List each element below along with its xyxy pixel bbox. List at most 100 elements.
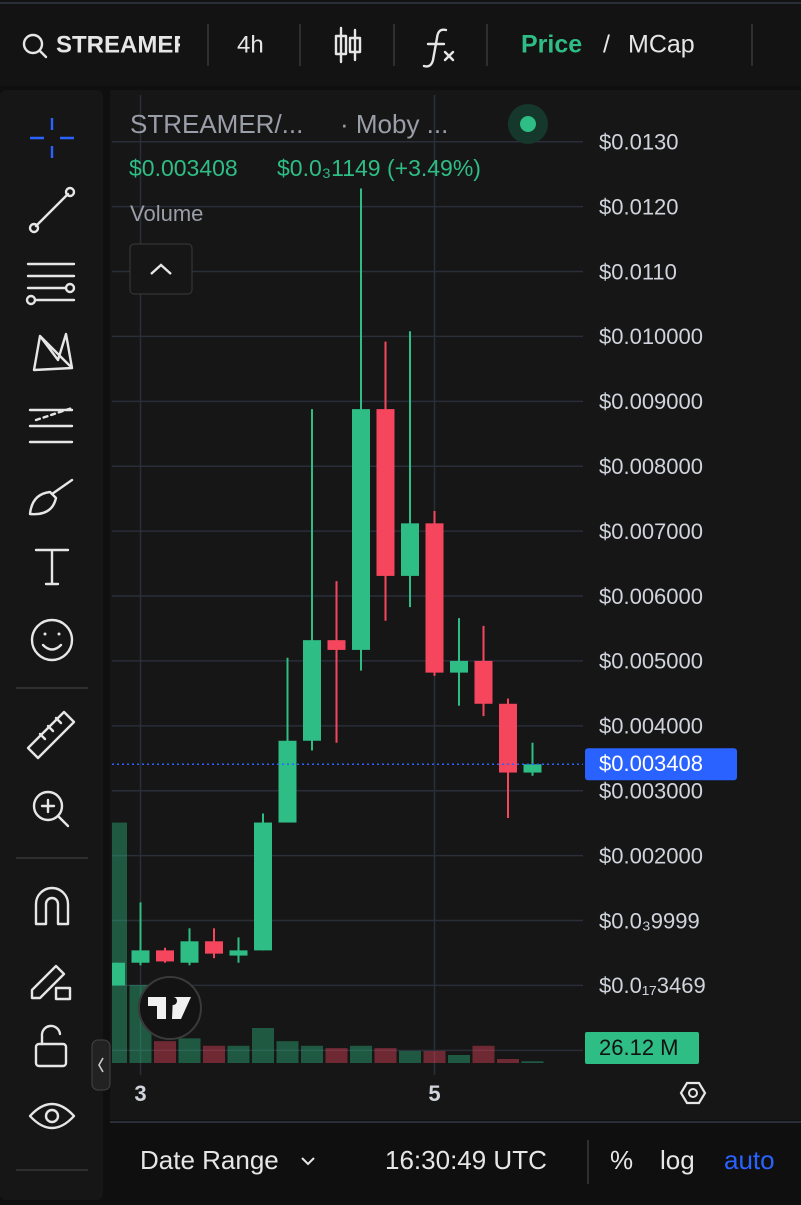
icon-dot [64,186,76,198]
candle-body [229,950,248,956]
icon-dot [25,294,37,306]
icon-smile [41,643,63,651]
tv-logo-mark [148,997,191,1019]
search-icon [22,33,44,55]
candle-body [499,703,517,773]
x-tick-label: 3 [134,1081,146,1106]
status-dot [520,116,536,132]
candle-body [474,660,493,704]
visibility-tool[interactable] [28,1102,76,1130]
collapse-legend-icon [150,263,172,275]
projection-tool[interactable] [28,406,74,444]
interval[interactable]: 4h [237,31,264,58]
text-tool[interactable] [34,548,70,586]
settings-button[interactable] [679,1081,707,1105]
settings-icon [688,1088,698,1098]
y-tick-label: $0.0₁₇3469 [599,973,706,998]
volume-bar [374,1048,397,1063]
lock-tool[interactable] [34,1024,68,1068]
y-tick-label: $0.007000 [599,519,703,544]
y-tick-label: $0.0₃9999 [599,908,700,933]
candle-body [450,660,468,673]
candle-body [112,962,125,986]
y-tick-label: $0.004000 [599,714,703,739]
legend-last: $0.003408 [129,155,238,181]
tv-logo[interactable] [138,976,202,1040]
auto-toggle[interactable]: auto [724,1145,775,1175]
icon-eye [43,632,47,636]
candle-body [278,740,297,823]
indicators-button[interactable] [422,28,455,68]
trend-line-tool[interactable] [28,186,76,234]
pattern-tool[interactable] [32,332,74,372]
icon-lock [54,986,72,1001]
volume-bar [497,1058,519,1063]
icon-rect [334,34,348,56]
volume-bar [325,1048,348,1063]
icon-lines [28,408,74,444]
volume-bar [178,1038,201,1063]
y-tick-label: $0.003000 [599,779,703,804]
zoom-tool[interactable] [32,790,70,828]
candle-body [352,409,370,650]
date-range[interactable]: Date Range [140,1145,279,1175]
fx-icon [443,50,455,62]
percent-toggle[interactable]: % [610,1145,633,1175]
icon-pattern [32,332,74,372]
volume-bar [399,1050,421,1063]
candle-body [180,941,199,963]
crosshair-icon [30,118,74,158]
collapse-arrow [98,1057,104,1073]
icon-rect [348,36,362,54]
volume-bar [301,1045,323,1063]
left-toolbar [0,90,103,1200]
volume-bar [154,1041,176,1063]
mcap-toggle[interactable]: MCap [628,31,695,59]
icon-ruler [26,710,76,760]
candle-body [156,950,174,962]
measure-tool[interactable] [26,710,76,760]
volume-bar [521,1061,544,1063]
fx-icon [422,28,448,68]
legend-change: $0.0₃1149 (+3.49%) [277,155,481,181]
crosshair-tool[interactable] [30,118,74,158]
y-tick-label: $0.0120 [599,194,679,219]
fib-tool[interactable] [25,262,76,306]
last-price-label: $0.003408 [599,751,703,776]
search-icon-handle [38,49,48,59]
clock: 16:30:49 UTC [385,1145,547,1175]
y-tick-label: $0.008000 [599,454,703,479]
icon-lock-shackle [40,1024,62,1046]
legend-exchange: · Moby ... [340,109,448,139]
volume-tag [585,1032,699,1065]
icon-lens [32,790,64,822]
lock-drawing-tool[interactable] [30,964,72,1001]
symbol: STREAMER [56,31,191,58]
volume-tag-label: 26.12 M [599,1035,679,1060]
candle-body [254,822,272,951]
y-tick-label: $0.006000 [599,584,703,609]
separator: / [603,31,610,59]
volume-bar [252,1027,274,1063]
brush-tool[interactable] [28,478,74,516]
candle-body [327,640,346,650]
volume-bar [227,1045,250,1063]
plot: $0.0130 $0.0120 $0.0110 $0.010000 $0.009000 $… [112,95,737,1106]
magnet-tool[interactable] [34,886,70,926]
top-toolbar [0,0,801,86]
date-range-caret [301,1157,315,1166]
volume-bar [472,1045,495,1063]
symbol-search[interactable]: STREAMER [22,31,191,59]
collapse-legend[interactable] [129,243,193,295]
y-tick-label: $0.010000 [599,324,703,349]
chart-type-button[interactable] [334,26,362,64]
emoji-tool[interactable] [30,618,74,662]
x-tick-label: 5 [428,1081,440,1106]
tv-logo-mark [169,997,177,1005]
log-toggle[interactable]: log [660,1145,695,1175]
last-price-tag [585,748,737,781]
collapse-toolbar[interactable] [91,1039,111,1091]
icon-text [34,548,70,586]
candle-body [376,409,395,576]
price-toggle[interactable]: Price [521,31,582,59]
